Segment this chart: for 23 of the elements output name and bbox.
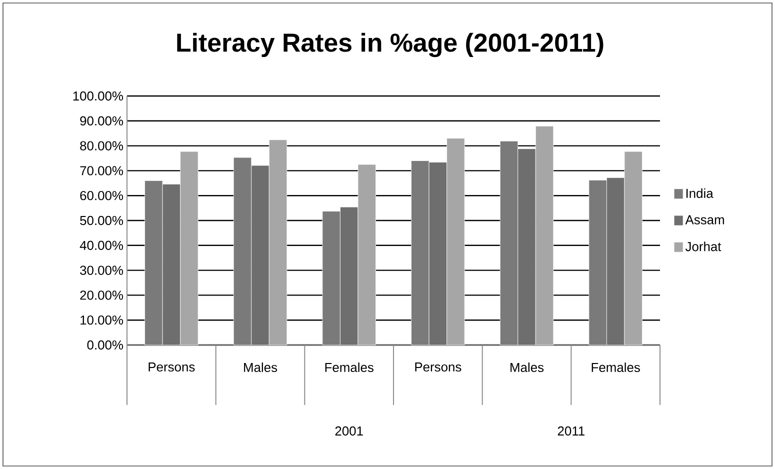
- y-tick-label: 20.00%: [80, 290, 124, 300]
- x-tick-label: Females: [325, 362, 374, 372]
- y-tick-label: 100.00%: [73, 91, 124, 101]
- y-tick-label: 10.00%: [80, 316, 124, 325]
- chart-title: Literacy Rates in %age (2001-2011): [177, 32, 604, 58]
- x-tick-label: Males: [244, 362, 278, 372]
- x-tick-label: Persons: [415, 362, 462, 372]
- y-tick-label: 40.00%: [80, 240, 124, 250]
- y-tick-label: 0.00%: [87, 340, 124, 350]
- y-tick-label: 90.00%: [80, 116, 124, 126]
- legend-label: Assam: [685, 215, 724, 224]
- y-tick-label: 50.00%: [80, 216, 124, 226]
- legend-label: India: [686, 188, 714, 198]
- y-tick-label: 60.00%: [80, 191, 124, 200]
- x-tick-label: Males: [510, 362, 544, 372]
- x-tick-label: Females: [592, 362, 640, 372]
- legend-label: Jorhat: [685, 242, 722, 252]
- x-tick-label: Persons: [148, 362, 195, 372]
- y-tick-label: 30.00%: [80, 266, 124, 275]
- text: 2001: [335, 426, 363, 436]
- y-tick-label: 80.00%: [80, 141, 124, 150]
- text: 2011: [558, 426, 584, 436]
- y-tick-label: 70.00%: [80, 166, 124, 176]
